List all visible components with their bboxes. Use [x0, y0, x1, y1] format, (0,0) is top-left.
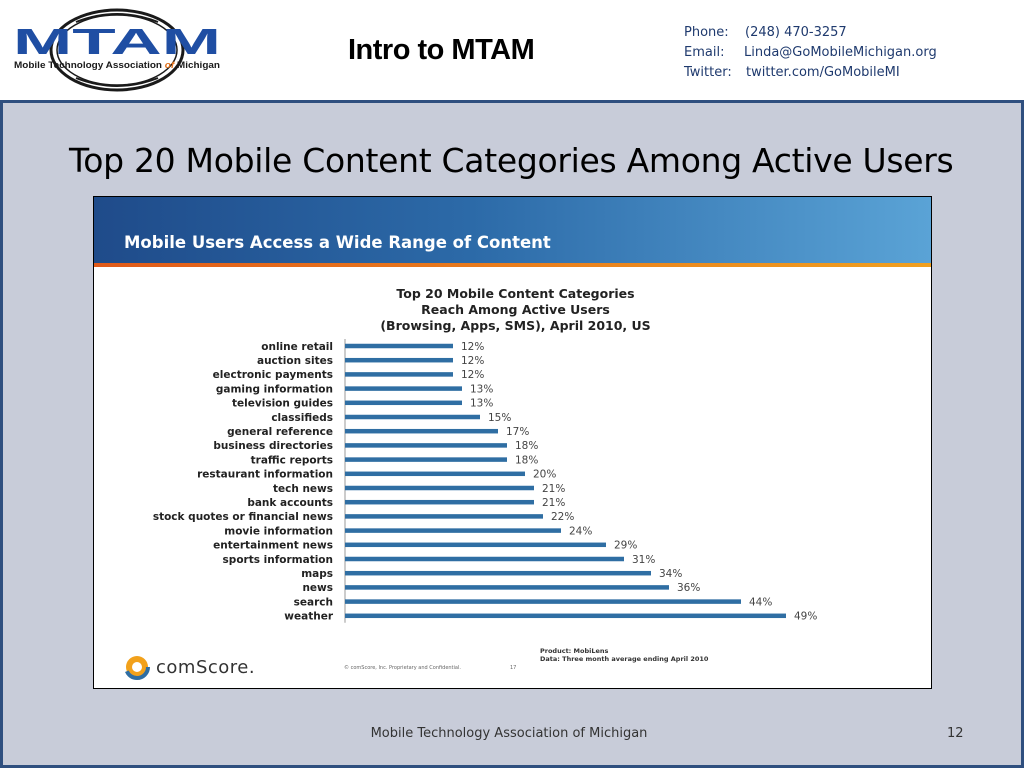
slide-title: Top 20 Mobile Content Categories Among A…: [69, 141, 954, 180]
category-label: stock quotes or financial news: [153, 511, 333, 523]
contact-phone: Phone: (248) 470-3257: [684, 23, 937, 43]
value-label: 13%: [470, 398, 493, 410]
value-label: 49%: [794, 611, 817, 623]
phone-label: Phone:: [684, 25, 729, 40]
banner-accent-line: [94, 263, 931, 267]
bar: [345, 414, 480, 420]
bar: [345, 542, 606, 548]
bar: [345, 428, 498, 434]
bar: [345, 528, 561, 533]
value-label: 22%: [551, 511, 574, 523]
category-label: electronic payments: [213, 369, 333, 381]
chart-title: Top 20 Mobile Content Categories Reach A…: [94, 286, 931, 334]
slide-body: Top 20 Mobile Content Categories Among A…: [0, 100, 1024, 768]
bar: [345, 372, 453, 377]
chart-page-number: 17: [510, 665, 517, 671]
bar: [345, 556, 624, 562]
logo-acronym: MTAM: [13, 21, 221, 62]
email-label: Email:: [684, 45, 725, 60]
value-label: 12%: [461, 341, 484, 353]
slide-footer-text: Mobile Technology Association of Michiga…: [370, 726, 648, 741]
email-value[interactable]: Linda@GoMobileMichigan.org: [744, 45, 937, 60]
category-label: weather: [284, 611, 334, 623]
category-label: bank accounts: [247, 497, 333, 509]
value-label: 17%: [506, 426, 529, 438]
value-label: 12%: [461, 369, 484, 381]
chart-copyright: © comScore, Inc. Proprietary and Confide…: [344, 665, 461, 671]
category-label: general reference: [227, 426, 333, 438]
chart-banner-text: Mobile Users Access a Wide Range of Cont…: [124, 233, 551, 252]
bar: [345, 485, 534, 491]
comscore-mark-icon: [124, 654, 150, 680]
value-label: 21%: [542, 497, 565, 509]
chart-title-line: Top 20 Mobile Content Categories: [396, 286, 635, 301]
bar: [345, 499, 534, 505]
category-label: entertainment news: [213, 540, 333, 552]
category-label: movie information: [224, 525, 333, 537]
category-label: maps: [301, 568, 333, 580]
category-label: restaurant information: [197, 469, 333, 481]
contact-block: Phone: (248) 470-3257 Email: Linda@GoMob…: [684, 23, 937, 83]
contact-email: Email: Linda@GoMobileMichigan.org: [684, 43, 937, 63]
chart-banner: Mobile Users Access a Wide Range of Cont…: [94, 197, 931, 263]
category-label: gaming information: [216, 383, 333, 395]
twitter-value[interactable]: twitter.com/GoMobileMI: [746, 65, 900, 80]
category-label: classifieds: [271, 412, 333, 424]
category-label: news: [302, 582, 333, 594]
twitter-label: Twitter:: [684, 65, 732, 80]
bar: [345, 343, 453, 349]
value-label: 18%: [515, 440, 538, 452]
mtam-logo: MTAM Mobile Technology Association of Mi…: [10, 8, 224, 92]
bar: [345, 471, 525, 477]
category-label: traffic reports: [251, 454, 333, 466]
bar: [345, 514, 543, 519]
logo-tagline: Mobile Technology Association of Michiga…: [14, 60, 220, 71]
bar: [345, 599, 741, 604]
category-label: television guides: [232, 398, 333, 410]
value-label: 18%: [515, 454, 538, 466]
chart-title-line: (Browsing, Apps, SMS), April 2010, US: [380, 318, 651, 333]
value-label: 31%: [632, 554, 655, 566]
bar: [345, 613, 786, 619]
value-label: 24%: [569, 525, 592, 537]
bar-chart: online retail 12% auction sites 12% electron…: [153, 339, 817, 623]
bar: [345, 400, 462, 406]
bar: [345, 585, 669, 590]
slide-heading: Intro to MTAM: [348, 34, 535, 66]
category-label: auction sites: [257, 355, 333, 367]
category-label: online retail: [261, 341, 333, 353]
value-label: 15%: [488, 412, 511, 424]
value-label: 20%: [533, 469, 556, 481]
bar: [345, 570, 651, 576]
bar: [345, 357, 453, 363]
contact-twitter: Twitter: twitter.com/GoMobileMI: [684, 63, 937, 83]
value-label: 12%: [461, 355, 484, 367]
value-label: 34%: [659, 568, 682, 580]
bar: [345, 386, 462, 391]
chart-source-note: Product: MobiLens Data: Three month aver…: [540, 647, 708, 663]
comscore-wordmark: comScore.: [156, 656, 256, 678]
slide-number: 12: [947, 726, 964, 741]
mtam-logo-graphic: MTAM Mobile Technology Association of Mi…: [13, 8, 221, 92]
value-label: 29%: [614, 540, 637, 552]
bar: [345, 457, 507, 462]
chart-title-line: Reach Among Active Users: [421, 302, 610, 317]
category-label: tech news: [273, 483, 333, 495]
embedded-chart-slide: Mobile Users Access a Wide Range of Cont…: [93, 196, 932, 689]
category-label: business directories: [213, 440, 333, 452]
bar: [345, 443, 507, 448]
data-line: Data: Three month average ending April 2…: [540, 655, 709, 663]
value-label: 44%: [749, 596, 772, 608]
value-label: 36%: [677, 582, 700, 594]
phone-value: (248) 470-3257: [745, 25, 847, 40]
category-label: sports information: [223, 554, 333, 566]
comscore-logo: comScore.: [124, 654, 255, 680]
slide-header: MTAM Mobile Technology Association of Mi…: [0, 0, 1024, 101]
category-label: search: [294, 596, 333, 608]
value-label: 21%: [542, 483, 565, 495]
product-line: Product: MobiLens: [540, 647, 609, 655]
value-label: 13%: [470, 383, 493, 395]
